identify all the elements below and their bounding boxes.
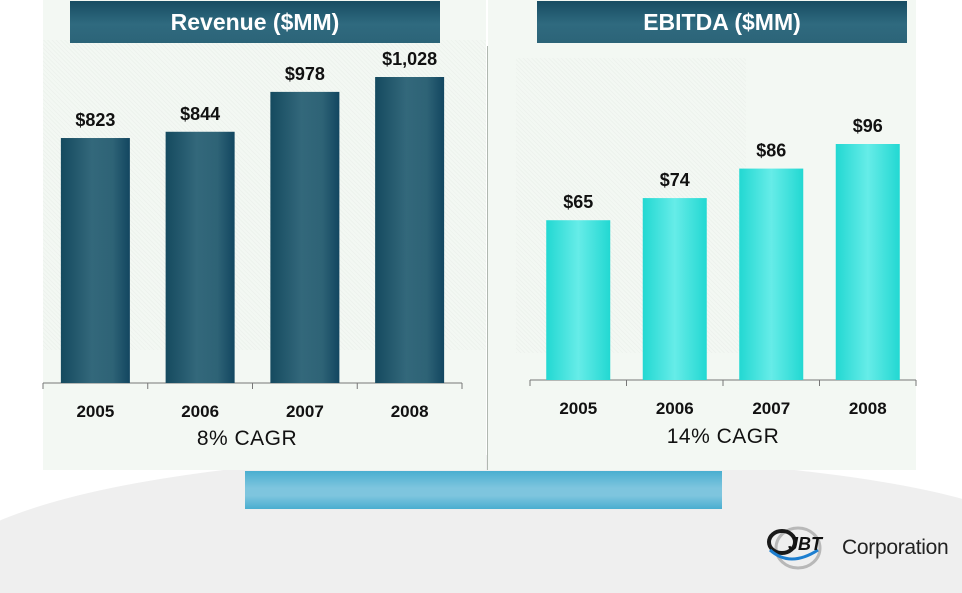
ebitda-value-label: $65 (563, 192, 593, 212)
ebitda-category-label: 2008 (849, 399, 887, 418)
panel-divider (487, 46, 488, 470)
revenue-value-label: $844 (180, 104, 220, 124)
jbt-logo-icon: JBT (767, 526, 824, 570)
revenue-bar-2005 (60, 138, 130, 383)
ebitda-category-label: 2006 (656, 399, 694, 418)
revenue-cagr: 8% CAGR (196, 427, 298, 450)
ebitda-category-label: 2007 (752, 399, 790, 418)
revenue-category-label: 2007 (286, 402, 324, 421)
revenue-value-label: $823 (75, 110, 115, 130)
ebitda-value-label: $74 (660, 170, 690, 190)
ebitda-value-label: $96 (853, 116, 883, 136)
revenue-category-label: 2006 (181, 402, 219, 421)
revenue-category-label: 2005 (76, 402, 114, 421)
ebitda-value-label: $86 (756, 141, 786, 161)
ebitda-cagr: 14% CAGR (666, 425, 780, 448)
ebitda-bar-2008 (835, 144, 900, 380)
revenue-value-label: $1,028 (382, 49, 437, 69)
company-logo: JBT Corporation (760, 520, 949, 570)
revenue-bar-2006 (165, 131, 235, 383)
revenue-bar-2007 (270, 91, 340, 383)
revenue-bar-2008 (375, 77, 445, 383)
summary-banner (245, 471, 722, 509)
revenue-title: Revenue ($MM) (70, 1, 440, 43)
ebitda-category-label: 2005 (559, 399, 597, 418)
ebitda-title: EBITDA ($MM) (537, 1, 907, 43)
ebitda-bar-2006 (642, 198, 707, 380)
ebitda-bar-2005 (546, 220, 611, 380)
revenue-category-label: 2008 (391, 402, 429, 421)
revenue-value-label: $978 (285, 64, 325, 84)
ebitda-bar-2007 (739, 168, 804, 380)
logo-text: Corporation (842, 536, 949, 559)
logo-mark: JBT (788, 534, 824, 554)
